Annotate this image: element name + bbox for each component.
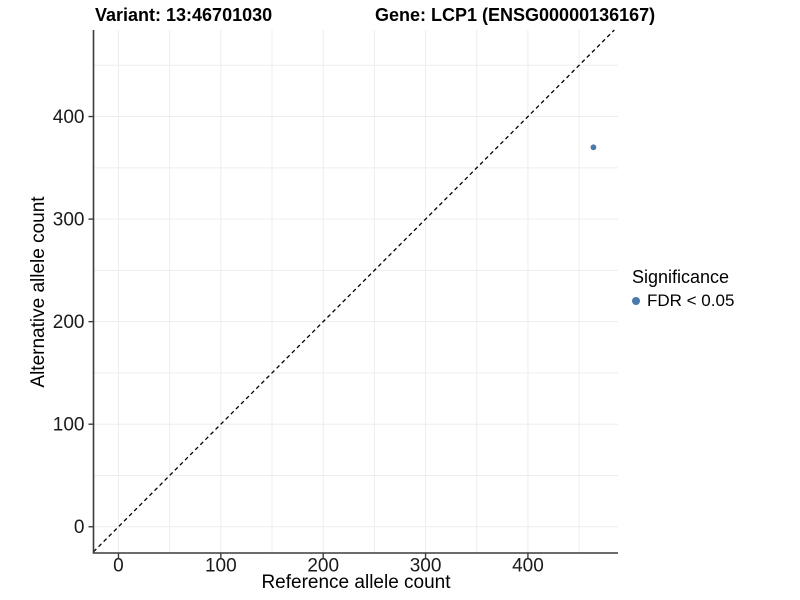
plot-title-gene: Gene: LCP1 (ENSG00000136167)	[375, 5, 656, 25]
y-axis-title: Alternative allele count	[28, 196, 49, 388]
y-tick-label: 300	[53, 210, 85, 231]
legend-key-dot-icon	[632, 297, 640, 305]
x-tick-label: 200	[307, 556, 339, 577]
y-tick-label: 100	[53, 415, 85, 436]
x-tick-label: 300	[410, 556, 442, 577]
plot-title-variant: Variant: 13:46701030	[95, 5, 273, 25]
legend-entry: FDR < 0.05	[632, 291, 734, 311]
legend-title: Significance	[632, 267, 730, 287]
legend-entry-label: FDR < 0.05	[647, 291, 735, 310]
y-tick-label: 0	[74, 517, 85, 538]
x-tick-label: 400	[512, 556, 544, 577]
legend: Significance FDR < 0.05	[632, 266, 734, 311]
x-axis-title: Reference allele count	[261, 572, 451, 593]
x-tick-label: 0	[113, 556, 124, 577]
x-tick-label: 100	[205, 556, 237, 577]
data-point	[590, 144, 597, 151]
y-tick-label: 400	[53, 107, 85, 128]
identity-line	[93, 29, 615, 553]
y-tick-label: 200	[53, 312, 85, 333]
